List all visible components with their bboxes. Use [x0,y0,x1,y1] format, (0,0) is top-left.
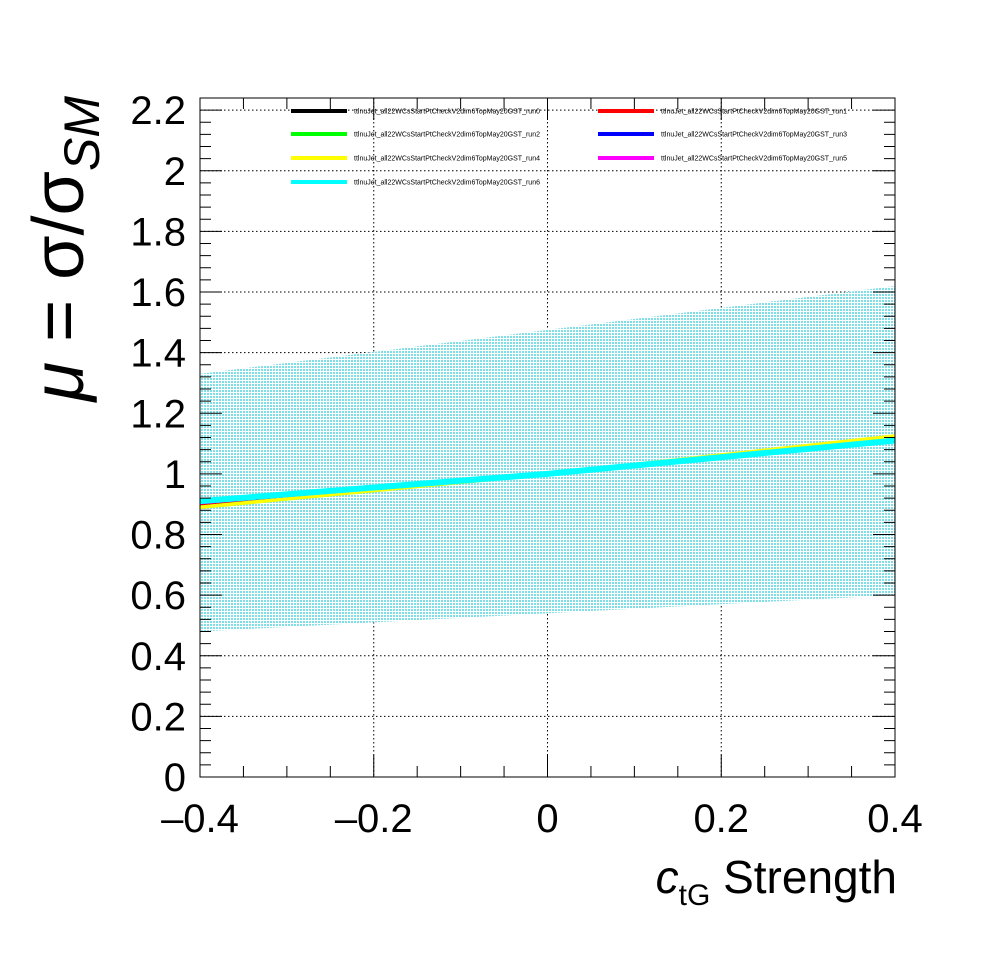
x-tick-label: 0.4 [867,797,923,841]
legend-entry-run3: ttlnuJet_all22WCsStartPtCheckV2dim6TopMa… [598,132,847,139]
y-axis-title: μ = σ/σSM [19,96,110,404]
y-tick-label: 2.2 [130,89,186,133]
legend-entry-run4: ttlnuJet_all22WCsStartPtCheckV2dim6TopMa… [291,156,540,163]
legend-label: ttlnuJet_all22WCsStartPtCheckV2dim6TopMa… [354,132,540,139]
y-tick-label: 1.4 [130,332,186,376]
legend-label: ttlnuJet_all22WCsStartPtCheckV2dim6TopMa… [661,132,847,139]
x-axis-title: ctG Strength [656,851,897,912]
legend-label: ttlnuJet_all22WCsStartPtCheckV2dim6TopMa… [661,109,847,116]
axes-layer: –0.4 –0.2 0 0.2 0.4 0 0.2 0.4 0.6 0.8 1 1.2 1.4 1.6 1.… [130,89,922,841]
y-tick-label: 0.6 [130,574,186,618]
y-tick-label: 0.2 [130,695,186,739]
x-axis-title-main: c [656,851,679,903]
y-tick-label: 1.8 [130,210,186,254]
x-axis-title-rest: Strength [710,851,897,903]
y-axis-title-eq: = σ/σ [19,171,99,362]
legend-entry-run6: ttlnuJet_all22WCsStartPtCheckV2dim6TopMa… [291,180,540,187]
band-layer [200,285,895,632]
y-tick-label: 1.6 [130,271,186,315]
y-tick-label: 1 [164,453,186,497]
y-axis-title-sub: SM [54,96,110,171]
uncertainty-band [200,285,895,632]
x-tick-label: 0.2 [693,797,749,841]
y-tick-label: 2 [164,150,186,194]
y-tick-label: 0.4 [130,635,186,679]
x-tick-label: –0.2 [335,797,413,841]
y-axis-title-mu: μ [19,362,99,403]
x-tick-label: –0.4 [161,797,239,841]
y-tick-label: 0 [164,756,186,800]
legend-entry-run0: ttlnuJet_all22WCsStartPtCheckV2dim6TopMa… [291,109,540,116]
y-tick-label: 1.2 [130,392,186,436]
y-tick-label: 0.8 [130,514,186,558]
legend: ttlnuJet_all22WCsStartPtCheckV2dim6TopMa… [291,109,847,187]
legend-label: ttlnuJet_all22WCsStartPtCheckV2dim6TopMa… [354,180,540,187]
legend-label: ttlnuJet_all22WCsStartPtCheckV2dim6TopMa… [661,156,847,163]
legend-entry-run1: ttlnuJet_all22WCsStartPtCheckV2dim6TopMa… [598,109,847,116]
legend-label: ttlnuJet_all22WCsStartPtCheckV2dim6TopMa… [354,109,540,116]
series-layer [199,434,896,509]
legend-entry-run2: ttlnuJet_all22WCsStartPtCheckV2dim6TopMa… [291,132,540,139]
series-line-run6 [199,437,896,505]
grid-layer [200,98,895,777]
legend-label: ttlnuJet_all22WCsStartPtCheckV2dim6TopMa… [354,156,540,163]
x-tick-label: 0 [536,797,558,841]
x-axis-title-sub: tG [679,879,711,912]
legend-entry-run5: ttlnuJet_all22WCsStartPtCheckV2dim6TopMa… [598,156,847,163]
